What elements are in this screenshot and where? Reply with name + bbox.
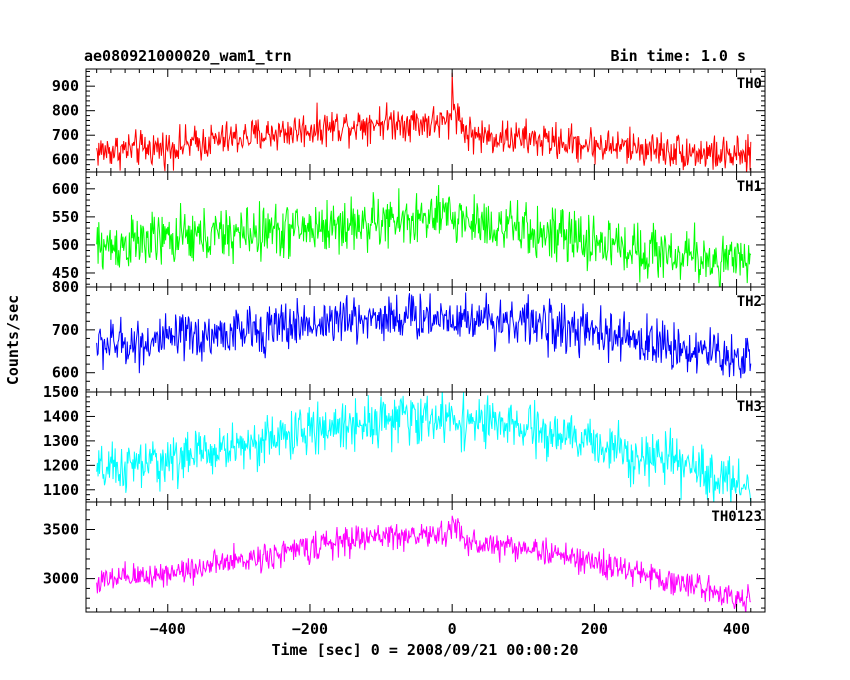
y-tick-label: 450 <box>52 264 79 282</box>
panel-th2: 600 700 800 TH2 <box>52 278 766 393</box>
y-tick-label: 500 <box>52 236 79 254</box>
panels: 600 700 800 900 TH0 450 500 550 600 TH1 600 700 800 T… <box>43 68 766 613</box>
panel-label-th0123: TH0123 <box>711 509 762 525</box>
y-tick-label: 1200 <box>43 456 79 474</box>
x-tick-label: −200 <box>292 620 328 638</box>
y-tick-label: 3000 <box>43 570 79 588</box>
bin-time-label: Bin time: 1.0 s <box>611 47 746 65</box>
y-tick-label: 3500 <box>43 521 79 539</box>
panel-label-th2: TH2 <box>737 294 762 310</box>
y-tick-label: 1400 <box>43 407 79 425</box>
panel-th0123: 3000 3500 TH0123 <box>43 501 766 613</box>
y-tick-label: 550 <box>52 208 79 226</box>
y-tick-label: 1300 <box>43 432 79 450</box>
panel-th1: 450 500 550 600 TH1 <box>52 171 766 288</box>
x-axis-title: Time [sec] 0 = 2008/09/21 00:00:20 <box>271 641 578 659</box>
y-axis-title: Counts/sec <box>4 295 22 385</box>
x-tick-label: 400 <box>723 620 750 638</box>
x-tick-label: −400 <box>150 620 186 638</box>
y-tick-label: 1100 <box>43 481 79 499</box>
panel-label-th0: TH0 <box>737 76 762 92</box>
y-tick-label: 700 <box>52 126 79 144</box>
series-line-th1 <box>96 184 752 287</box>
x-tick-label: 200 <box>581 620 608 638</box>
x-axis: −400 −200 0 200 400 <box>150 620 750 638</box>
y-tick-label: 800 <box>52 102 79 120</box>
y-tick-label: 1500 <box>43 383 79 401</box>
series-line-th2 <box>96 292 752 379</box>
series-line-th3 <box>96 392 752 502</box>
series-line-th0 <box>96 72 752 172</box>
panel-frame <box>85 501 766 613</box>
y-tick-label: 700 <box>52 321 79 339</box>
y-tick-label: 800 <box>52 278 79 296</box>
y-tick-label: 600 <box>52 151 79 169</box>
y-tick-label: 900 <box>52 77 79 95</box>
y-tick-label: 600 <box>52 364 79 382</box>
x-tick-label: 0 <box>448 620 457 638</box>
chart-title: ae080921000020_wam1_trn <box>84 47 292 65</box>
panel-label-th3: TH3 <box>737 399 762 415</box>
panel-th0: 600 700 800 900 TH0 <box>52 68 766 173</box>
panel-label-th1: TH1 <box>737 179 762 195</box>
panel-th3: 1100 1200 1300 1400 1500 TH3 <box>43 383 766 503</box>
y-tick-label: 600 <box>52 180 79 198</box>
series-line-th0123 <box>96 515 751 612</box>
